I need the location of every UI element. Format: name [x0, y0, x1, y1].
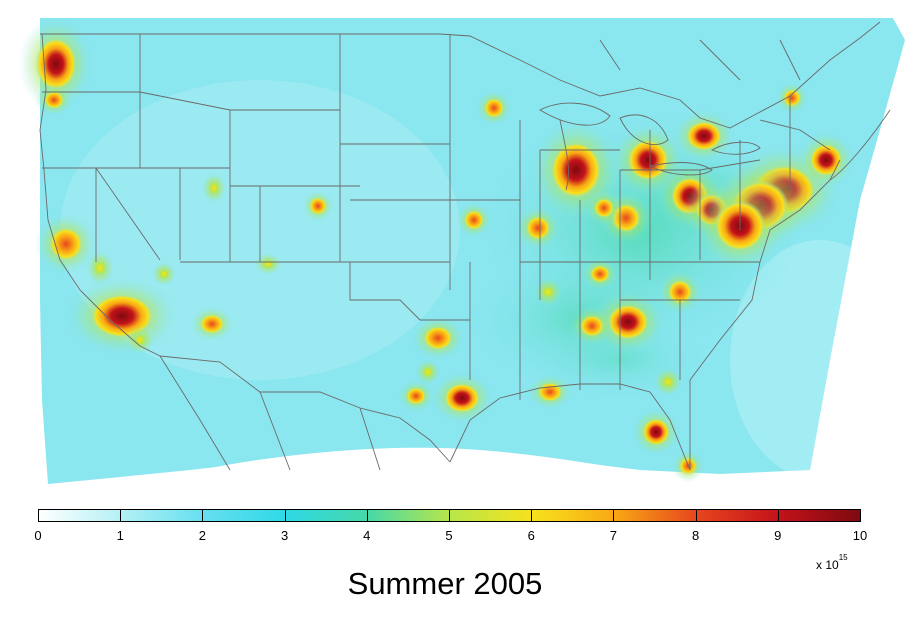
colorbar-tick-label: 0 — [34, 528, 42, 543]
colorbar-tick-label: 4 — [363, 528, 371, 543]
hotspot-las-vegas — [157, 267, 171, 281]
colorbar-tick-label: 2 — [198, 528, 207, 543]
colorbar-tick — [120, 509, 122, 522]
colorbar-multiplier: x 1015 — [816, 553, 848, 572]
hotspot-new-orleans — [537, 382, 563, 402]
hotspot-phoenix — [199, 314, 225, 334]
colorbar-tick-label: 8 — [691, 528, 700, 543]
colorbar — [38, 509, 861, 522]
hotspot-layer — [18, 16, 856, 483]
hotspot-indianapolis — [593, 197, 615, 219]
colorbar-tick-label: 6 — [527, 528, 535, 543]
hotspot-montreal — [783, 89, 801, 107]
hotspot-st-louis — [525, 215, 551, 241]
hotspot-austin — [421, 365, 435, 379]
hotspot-san-antonio — [405, 387, 427, 405]
mexico-region — [150, 447, 700, 495]
hotspot-seattle — [35, 37, 77, 91]
colorbar-tick — [366, 509, 368, 522]
state-boundaries — [39, 21, 891, 471]
map-title: Summer 2005 — [347, 566, 543, 601]
hotspot-minneapolis — [483, 97, 505, 119]
hotspot-charlotte — [667, 279, 693, 305]
colorbar-tick-label: 3 — [280, 528, 289, 543]
colorbar-tick — [777, 509, 779, 522]
colorbar-tick — [284, 509, 286, 522]
colorbar-multiplier-exponent: 15 — [838, 553, 848, 562]
hotspot-birmingham — [579, 314, 605, 338]
hotspot-kansas-city — [463, 209, 485, 231]
hotspot-sacramento — [92, 258, 108, 278]
hotspot-san-diego — [132, 332, 148, 348]
colorbar-tick — [202, 509, 204, 522]
hotspot-salt-lake-city — [206, 179, 222, 197]
hotspot-nashville — [589, 265, 611, 283]
hotspot-tampa — [642, 418, 670, 446]
colorbar-tick-label: 5 — [445, 528, 453, 543]
hotspot-denver — [309, 197, 327, 215]
colorbar-tick — [613, 509, 615, 522]
hotspot-atlanta — [607, 304, 649, 340]
colorbar-tick — [695, 509, 697, 522]
colorbar-tick-label: 1 — [116, 528, 124, 543]
hotspot-toronto — [686, 121, 722, 151]
colorbar-tick-label: 9 — [774, 528, 782, 543]
hotspot-portland — [43, 91, 65, 109]
hotspot-dallas — [423, 325, 453, 351]
hotspot-boston — [809, 143, 843, 177]
hotspot-detroit — [627, 139, 669, 181]
us-map — [18, 16, 905, 495]
hotspot-albuquerque — [260, 257, 276, 271]
colorbar-multiplier-base: x 10 — [816, 558, 839, 572]
colorbar-tick-label: 7 — [609, 528, 618, 543]
hotspot-memphis — [540, 284, 556, 300]
hotspot-jacksonville — [660, 374, 676, 390]
colorbar-tick — [531, 509, 533, 522]
colorbar-tick-label: 10 — [852, 528, 868, 543]
hotspot-san-francisco — [48, 226, 84, 262]
hotspot-chicago — [550, 141, 602, 199]
no2-map-panel — [18, 16, 905, 495]
hotspot-houston — [444, 383, 480, 413]
colorbar-tick — [449, 509, 450, 522]
